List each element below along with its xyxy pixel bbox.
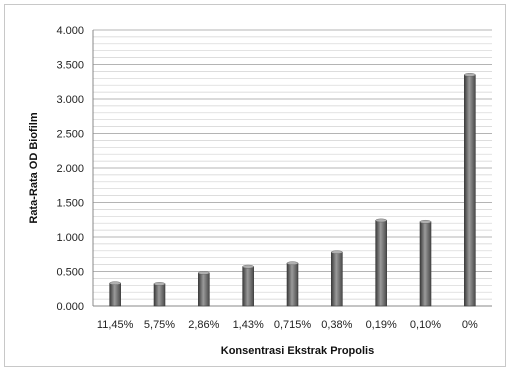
bar-cap [198, 271, 209, 274]
x-tick-label: 2,86% [188, 319, 219, 331]
bar-cap [243, 265, 254, 268]
y-axis-title: Rata-Rata OD Biofilm [28, 112, 40, 223]
x-tick-label: 5,75% [144, 319, 175, 331]
bar-cap [376, 219, 387, 222]
bar [287, 262, 298, 306]
bar [154, 282, 165, 306]
bar-body [376, 220, 387, 306]
y-tick-label: 1.500 [56, 198, 84, 210]
bar-body [110, 283, 121, 306]
bar [198, 271, 209, 306]
y-tick-labels: 0.000 0.500 1.000 1.500 2.000 2.500 3.000 3.500… [56, 25, 84, 313]
bar-body [331, 252, 342, 306]
bar-body [287, 263, 298, 306]
x-tick-label: 1,43% [233, 319, 264, 331]
bar [420, 220, 431, 306]
bar-body [420, 222, 431, 306]
x-tick-label: 0,715% [274, 319, 312, 331]
bar-body [154, 284, 165, 306]
y-tick-label: 4.000 [56, 25, 84, 37]
bar-cap [331, 251, 342, 254]
bar [464, 73, 475, 306]
x-tick-label: 0,38% [321, 319, 352, 331]
x-tick-labels: 11,45% 5,75% 2,86% 1,43% 0,715% 0,38% 0,19% 0,1… [97, 319, 478, 331]
bar [110, 282, 121, 306]
bar-cap [287, 262, 298, 265]
x-axis-title: Konsentrasi Ekstrak Propolis [221, 345, 374, 357]
y-tick-label: 3.500 [56, 60, 84, 72]
bar-cap [464, 73, 475, 76]
bar-body [243, 267, 254, 306]
bar-cap [110, 282, 121, 285]
bar [331, 251, 342, 306]
y-tick-label: 0.500 [56, 267, 84, 279]
y-tick-label: 2.000 [56, 163, 84, 175]
bar-body [198, 273, 209, 306]
x-tick-label: 0,19% [366, 319, 397, 331]
y-tick-label: 1.000 [56, 232, 84, 244]
bar-cap [420, 220, 431, 223]
y-tick-label: 2.500 [56, 129, 84, 141]
bar [376, 219, 387, 306]
bar [243, 265, 254, 306]
bar-cap [154, 282, 165, 285]
x-tick-label: 0% [462, 319, 478, 331]
bar-body [464, 75, 475, 306]
x-tick-label: 11,45% [97, 319, 134, 331]
y-tick-label: 3.000 [56, 94, 84, 106]
x-tick-label: 0,10% [410, 319, 441, 331]
y-tick-label: 0.000 [56, 301, 84, 313]
